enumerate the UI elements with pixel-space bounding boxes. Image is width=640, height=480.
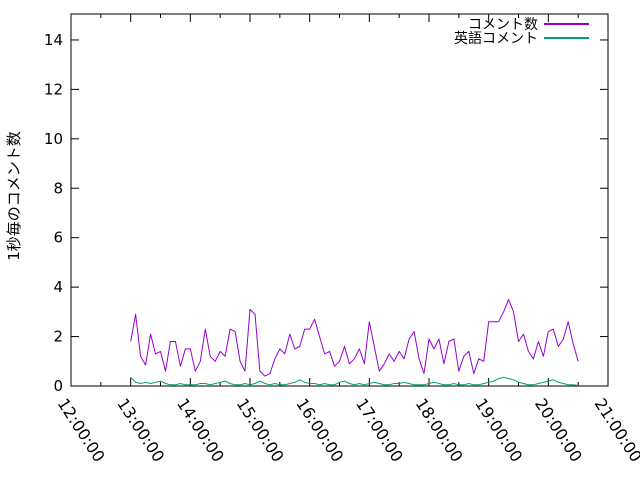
y-axis-tick-label: 4 xyxy=(53,278,63,296)
y-axis-tick-label: 10 xyxy=(44,130,63,148)
legend-item-label: コメント数 xyxy=(468,17,538,33)
y-axis-tick-label: 0 xyxy=(53,377,63,395)
series-line-1 xyxy=(130,376,579,386)
y-axis-title: 1秒毎のコメント数 xyxy=(5,131,23,261)
y-axis-tick-label: 12 xyxy=(44,80,63,98)
y-axis-tick-label: 14 xyxy=(44,31,63,49)
series-line-0 xyxy=(130,299,579,377)
y-axis-tick-label: 8 xyxy=(53,179,63,197)
y-axis-tick-label: 2 xyxy=(53,328,63,346)
plot-border xyxy=(70,13,609,387)
legend-item-label: 英語コメント xyxy=(454,30,538,47)
y-axis-tick-label: 6 xyxy=(53,229,63,247)
